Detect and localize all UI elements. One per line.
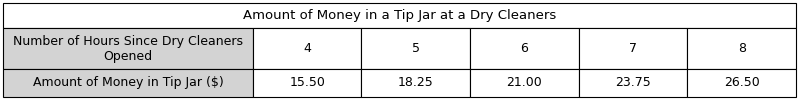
Text: Number of Hours Since Dry Cleaners
Opened: Number of Hours Since Dry Cleaners Opene… — [13, 35, 243, 63]
Text: Amount of Money in a Tip Jar at a Dry Cleaners: Amount of Money in a Tip Jar at a Dry Cl… — [243, 9, 556, 22]
Bar — [687, 28, 796, 69]
Text: 6: 6 — [520, 42, 528, 55]
Bar — [3, 28, 252, 69]
Bar — [252, 28, 361, 69]
Bar — [470, 69, 578, 97]
Text: 26.50: 26.50 — [724, 76, 760, 89]
Text: Amount of Money in Tip Jar ($): Amount of Money in Tip Jar ($) — [33, 76, 223, 89]
Text: 7: 7 — [629, 42, 637, 55]
Bar — [3, 3, 796, 28]
Bar — [3, 69, 252, 97]
Bar — [578, 69, 687, 97]
Text: 15.50: 15.50 — [289, 76, 325, 89]
Bar — [252, 69, 361, 97]
Text: 5: 5 — [411, 42, 419, 55]
Text: 18.25: 18.25 — [398, 76, 434, 89]
Bar — [361, 69, 470, 97]
Bar — [687, 69, 796, 97]
Text: 23.75: 23.75 — [615, 76, 651, 89]
Bar — [578, 28, 687, 69]
Text: 21.00: 21.00 — [507, 76, 543, 89]
Bar — [361, 28, 470, 69]
Text: 8: 8 — [737, 42, 745, 55]
Text: 4: 4 — [303, 42, 311, 55]
Bar — [470, 28, 578, 69]
